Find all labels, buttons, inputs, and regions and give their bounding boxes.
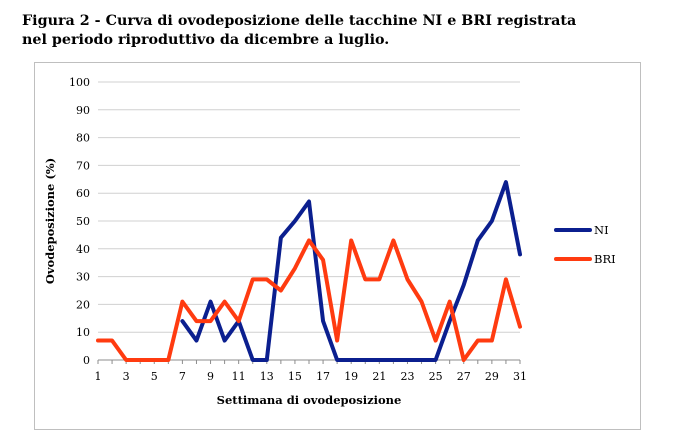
chart-frame bbox=[34, 62, 641, 430]
y-tick-label: 40 bbox=[76, 243, 90, 256]
x-tick-label: 13 bbox=[260, 370, 274, 383]
x-tick-label: 7 bbox=[179, 370, 186, 383]
x-tick-label: 29 bbox=[485, 370, 499, 383]
x-tick-label: 5 bbox=[151, 370, 158, 383]
y-tick-label: 70 bbox=[76, 159, 90, 172]
y-tick-label: 100 bbox=[69, 76, 90, 89]
figure-caption: Figura 2 - Curva di ovodeposizione delle… bbox=[22, 12, 682, 50]
y-tick-label: 60 bbox=[76, 187, 90, 200]
x-tick-label: 31 bbox=[513, 370, 527, 383]
x-tick-label: 19 bbox=[344, 370, 358, 383]
legend: NI BRI bbox=[554, 223, 616, 266]
series-line-bri bbox=[96, 238, 522, 362]
x-tick-label: 11 bbox=[232, 370, 246, 383]
x-tick-label: 15 bbox=[288, 370, 302, 383]
x-tick-label: 3 bbox=[123, 370, 130, 383]
y-tick-label: 20 bbox=[76, 298, 90, 311]
legend-label-ni: NI bbox=[594, 223, 609, 237]
y-axis-title: Ovodeposizione (%) bbox=[43, 158, 57, 284]
caption-line-2: nel periodo riproduttivo da dicembre a l… bbox=[22, 32, 390, 48]
series-lines bbox=[96, 180, 522, 362]
y-tick-label: 80 bbox=[76, 132, 90, 145]
series-line-ni bbox=[180, 180, 522, 362]
y-tick-label: 30 bbox=[76, 271, 90, 284]
x-tick-label: 9 bbox=[207, 370, 214, 383]
caption-line-1: Figura 2 - Curva di ovodeposizione delle… bbox=[22, 13, 577, 29]
x-tick-label: 25 bbox=[429, 370, 443, 383]
gridlines bbox=[98, 81, 520, 333]
x-tick-label: 1 bbox=[95, 370, 102, 383]
x-tick-label: 17 bbox=[316, 370, 330, 383]
x-tick-label: 21 bbox=[372, 370, 386, 383]
y-tick-label: 0 bbox=[83, 354, 90, 367]
x-tick-label: 23 bbox=[400, 370, 414, 383]
legend-label-bri: BRI bbox=[594, 252, 616, 266]
y-tick-label: 90 bbox=[76, 104, 90, 117]
x-tick-label: 27 bbox=[457, 370, 471, 383]
y-tick-label: 50 bbox=[76, 215, 90, 228]
x-axis-title: Settimana di ovodeposizione bbox=[217, 393, 402, 407]
y-tick-label: 10 bbox=[76, 326, 90, 339]
